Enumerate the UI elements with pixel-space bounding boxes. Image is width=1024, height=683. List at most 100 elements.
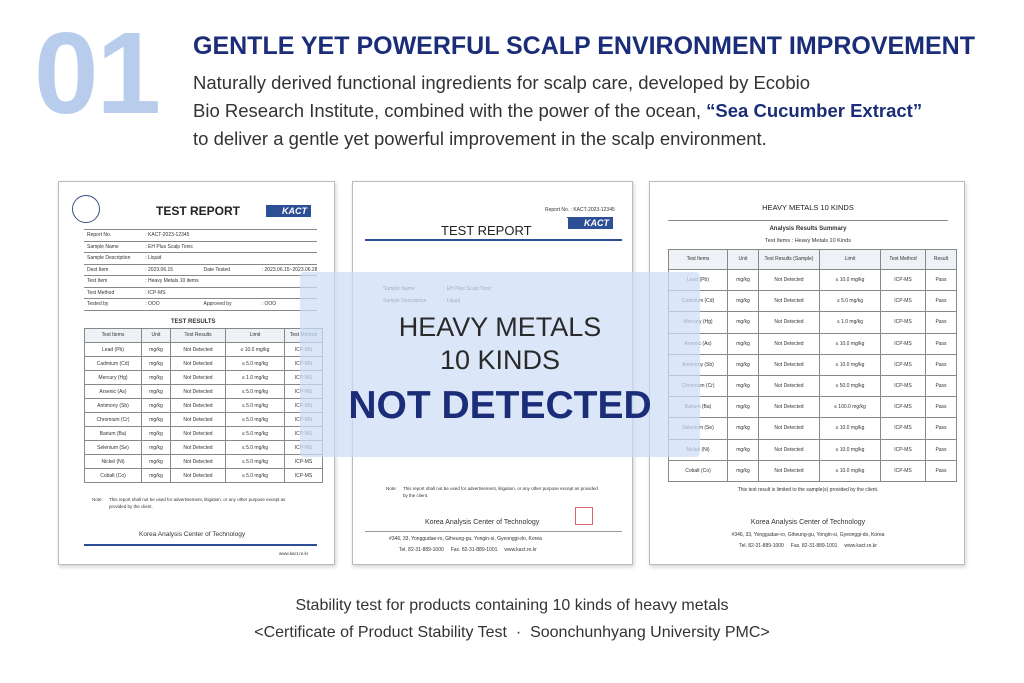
table-cell: ICP-MS bbox=[880, 290, 926, 313]
table-cell: Antimony (Sb) bbox=[84, 398, 142, 413]
info-cell: : Liquid bbox=[142, 252, 317, 265]
table-cell: ≤ 5.0 mg/kg bbox=[225, 468, 285, 483]
table-cell: mg/kg bbox=[727, 290, 759, 313]
table-cell: mg/kg bbox=[727, 459, 759, 482]
overlay-text: HEAVY METALS bbox=[398, 312, 602, 342]
table-cell: ICP-MS bbox=[880, 311, 926, 334]
table-cell: Cobalt (Co) bbox=[668, 459, 728, 482]
overlay-text: 10 KINDS bbox=[439, 345, 561, 375]
table-cell: Not Detected bbox=[170, 384, 226, 399]
table-cell: Pass bbox=[925, 290, 957, 313]
table-cell: mg/kg bbox=[727, 438, 759, 461]
table-cell: mg/kg bbox=[141, 384, 171, 399]
info-cell: Approved by bbox=[200, 298, 259, 311]
table-cell: ICP-MS bbox=[284, 468, 323, 483]
table-cell: mg/kg bbox=[141, 398, 171, 413]
table-cell: Cobalt (Co) bbox=[84, 468, 142, 483]
info-cell: Sample Description bbox=[84, 252, 143, 265]
table-cell: ≤ 50.0 mg/kg bbox=[819, 374, 881, 398]
table-cell: Selenium (Se) bbox=[84, 440, 142, 455]
rule bbox=[84, 544, 317, 546]
table-cell: ≤ 5.0 mg/kg bbox=[225, 426, 285, 441]
doc-text: This test result is limited to the sampl… bbox=[737, 487, 879, 493]
description-line: Bio Research Institute, combined with th… bbox=[193, 100, 922, 122]
table-cell: ≤ 100.0 mg/kg bbox=[819, 396, 881, 419]
table-cell: Not Detected bbox=[170, 426, 226, 441]
info-cell: Test Item bbox=[84, 275, 143, 288]
table-cell: Not Detected bbox=[758, 396, 820, 419]
table-cell: ≤ 10.0 mg/kg bbox=[819, 332, 881, 355]
data-table: Test Items Unit Test Results (Sample) Limit… bbox=[668, 249, 957, 482]
header-cell: Limit bbox=[225, 328, 285, 343]
table-cell: Barium (Ba) bbox=[84, 426, 142, 441]
table-cell: Not Detected bbox=[758, 374, 820, 398]
table-cell: Pass bbox=[925, 438, 957, 461]
info-row: Report No.: KACT-2023-12345 bbox=[84, 229, 317, 242]
doc-text: This report shall not be used for advert… bbox=[109, 497, 286, 509]
table-cell: Not Detected bbox=[758, 290, 820, 313]
table-cell: Not Detected bbox=[758, 438, 820, 461]
header-cell: Test Results bbox=[170, 328, 226, 343]
table-cell: ≤ 5.0 mg/kg bbox=[819, 290, 881, 313]
table-cell: mg/kg bbox=[727, 396, 759, 419]
doc-text: #346, 33, Yonggudae-ro, Giheung-gu, Yong… bbox=[731, 532, 885, 538]
table-cell: mg/kg bbox=[727, 268, 759, 292]
doc-text: TEST REPORT bbox=[156, 204, 241, 218]
doc-text: This report shall not be used for advert… bbox=[403, 486, 598, 498]
table-cell: mg/kg bbox=[141, 412, 171, 427]
header-row: Test Items Unit Test Results (Sample) Limit… bbox=[668, 249, 957, 270]
doc-text: Tel. 82-31-889-1000 Fax. 82-31-889-1001 … bbox=[399, 547, 537, 553]
table-row: Arsenic (As) mg/kg Not Detected ≤ 5.0 mg/kg… bbox=[84, 384, 323, 399]
section-number: 01 bbox=[34, 8, 161, 138]
table-cell: mg/kg bbox=[141, 468, 171, 483]
table-cell: ≤ 10.0 mg/kg bbox=[819, 459, 881, 482]
table-row: Chromium (Cr) mg/kg Not Detected ≤ 5.0 mg/k… bbox=[84, 412, 323, 427]
table-cell: mg/kg bbox=[727, 311, 759, 334]
table-cell: Not Detected bbox=[170, 370, 226, 385]
table-cell: ICP-MS bbox=[880, 332, 926, 355]
info-row: Test Method: ICP-MS bbox=[84, 286, 317, 299]
table-cell: ICP-MS bbox=[880, 459, 926, 482]
table-cell: Pass bbox=[925, 459, 957, 482]
overlay-emphasis: NOT DETECTED bbox=[348, 384, 652, 427]
table-cell: mg/kg bbox=[141, 454, 171, 469]
doc-title: HEAVY METALS 10 KINDS bbox=[762, 203, 854, 212]
table-cell: Cadmium (Cd) bbox=[84, 356, 142, 371]
rule bbox=[567, 217, 581, 218]
info-cell: : ICP-MS bbox=[142, 286, 317, 299]
info-row: Test Item: Heavy Metals 10 items bbox=[84, 275, 317, 288]
table-cell: Not Detected bbox=[758, 311, 820, 334]
header-cell: Unit bbox=[727, 249, 759, 270]
table-cell: mg/kg bbox=[141, 440, 171, 455]
info-row: Sample Description: Liquid bbox=[84, 252, 317, 265]
doc-text: Tel. 82-31-889-1000 Fax. 82-31-889-1001 … bbox=[739, 543, 877, 549]
header-cell: Limit bbox=[819, 249, 881, 270]
table-row: Antimony (Sb) mg/kg Not Detected ≤ 5.0 mg/k… bbox=[84, 398, 323, 413]
doc-text: Korea Analysis Center of Technology bbox=[139, 531, 246, 538]
table-cell: Not Detected bbox=[170, 440, 226, 455]
stamp bbox=[575, 507, 593, 525]
table-cell: Pass bbox=[925, 268, 957, 292]
table-cell: ≤ 10.0 mg/kg bbox=[819, 417, 881, 440]
table-cell: ≤ 10.0 mg/kg bbox=[819, 268, 881, 292]
rule bbox=[365, 531, 622, 532]
table-cell: Not Detected bbox=[758, 268, 820, 292]
table-cell: ICP-MS bbox=[880, 374, 926, 398]
doc-text: #346, 33, Yonggudae-ro, Giheung-gu, Yong… bbox=[389, 536, 542, 542]
description-text: Bio Research Institute, combined with th… bbox=[193, 100, 707, 121]
doc-subtitle: Analysis Results Summary bbox=[769, 226, 847, 232]
table-cell: ≤ 5.0 mg/kg bbox=[225, 356, 285, 371]
info-cell: : Heavy Metals 10 items bbox=[142, 275, 317, 288]
report-document: HEAVY METALS 10 KINDS Analysis Results Su… bbox=[649, 181, 965, 565]
table-cell: mg/kg bbox=[727, 374, 759, 398]
logo-badge: KACT bbox=[266, 205, 311, 217]
table-cell: Chromium (Cr) bbox=[84, 412, 142, 427]
header-cell: Result bbox=[925, 249, 957, 270]
table-cell: Not Detected bbox=[170, 342, 226, 357]
